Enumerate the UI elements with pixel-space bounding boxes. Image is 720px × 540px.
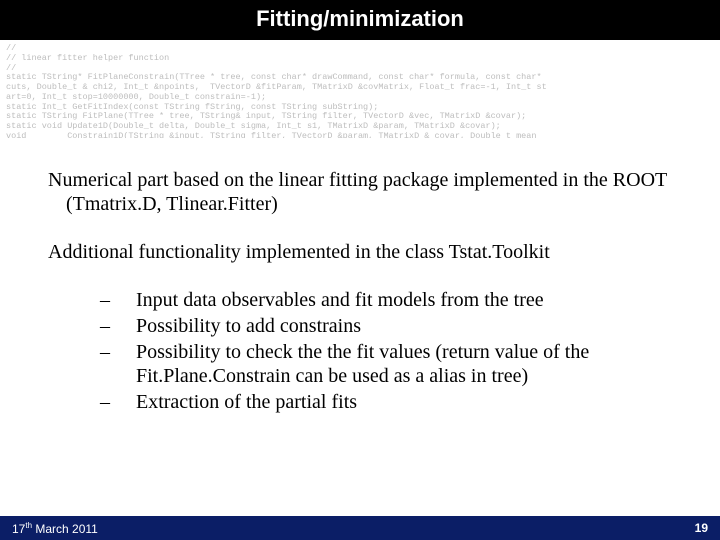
title-bar: Fitting/minimization [0, 0, 720, 40]
bullet-dash: – [100, 314, 136, 338]
date-day: 17 [12, 522, 25, 536]
bullet-text: Extraction of the partial fits [136, 390, 690, 414]
footer-date: 17th March 2011 [12, 521, 98, 536]
bullet-item: –Possibility to check the the fit values… [100, 340, 690, 388]
bullet-dash: – [100, 288, 136, 312]
date-rest: March 2011 [32, 522, 98, 536]
page-number: 19 [695, 521, 708, 535]
paragraph-2: Additional functionality implemented in … [30, 240, 690, 264]
bullet-text: Possibility to add constrains [136, 314, 690, 338]
bullet-text: Possibility to check the the fit values … [136, 340, 690, 388]
slide: Fitting/minimization // // linear fitter… [0, 0, 720, 540]
paragraph-1: Numerical part based on the linear fitti… [30, 168, 690, 216]
footer: 17th March 2011 19 [0, 516, 720, 540]
bullet-item: –Possibility to add constrains [100, 314, 690, 338]
bullet-item: –Input data observables and fit models f… [100, 288, 690, 312]
bullet-dash: – [100, 340, 136, 388]
body: Numerical part based on the linear fitti… [0, 138, 720, 516]
slide-title: Fitting/minimization [256, 6, 464, 31]
bullet-item: –Extraction of the partial fits [100, 390, 690, 414]
bullet-text: Input data observables and fit models fr… [136, 288, 690, 312]
code-snippet: // // linear fitter helper function // s… [0, 40, 720, 140]
bullet-list: –Input data observables and fit models f… [100, 288, 690, 414]
bullet-dash: – [100, 390, 136, 414]
